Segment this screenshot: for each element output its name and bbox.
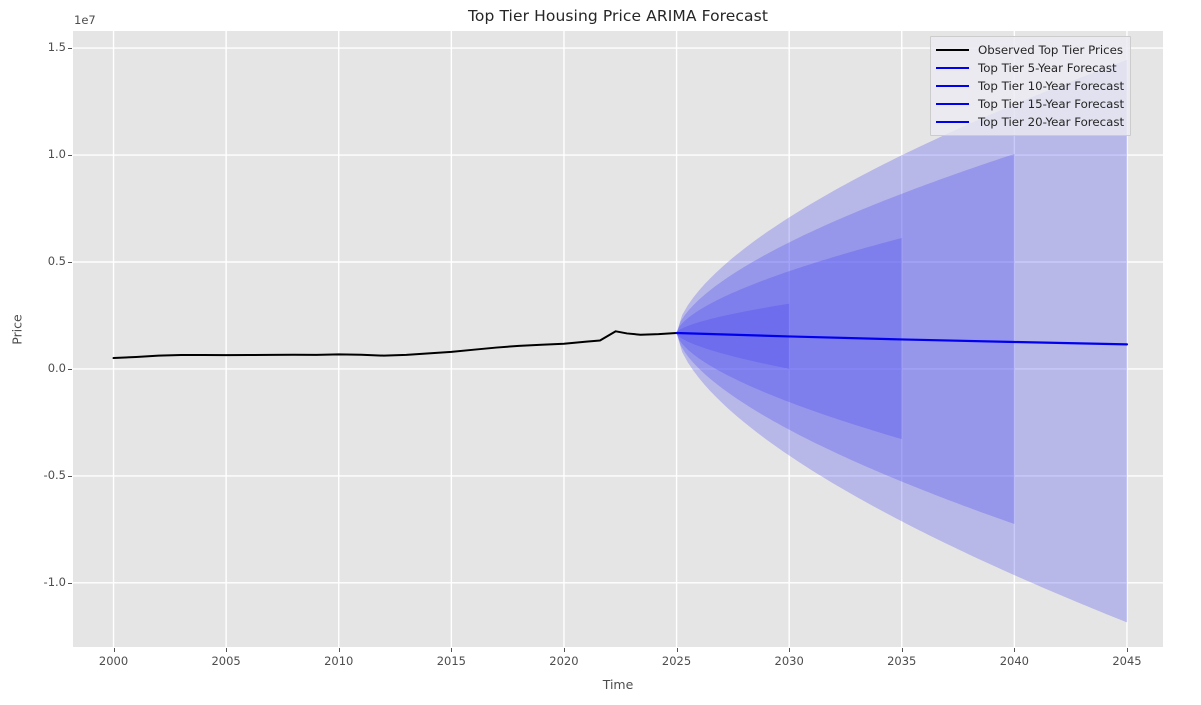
x-tick-mark — [1126, 648, 1128, 652]
x-tick-label: 2015 — [436, 654, 466, 668]
legend-item-label: Observed Top Tier Prices — [978, 43, 1124, 57]
y-tick-label: 1.5 — [47, 40, 66, 55]
y-axis-title: Price — [9, 314, 25, 345]
x-tick-mark — [113, 648, 115, 652]
legend-line-swatch — [936, 85, 969, 87]
y-tick-mark — [68, 48, 72, 50]
legend-item-label: Top Tier 10-Year Forecast — [978, 79, 1125, 93]
legend-item-label: Top Tier 15-Year Forecast — [978, 97, 1125, 111]
y-axis-offset-label: 1e7 — [74, 13, 96, 27]
x-tick-label: 2010 — [324, 654, 354, 668]
legend-line-swatch — [936, 49, 969, 51]
x-tick-mark — [789, 648, 791, 652]
x-tick-mark — [901, 648, 903, 652]
y-tick-mark — [68, 155, 72, 157]
legend-item[interactable]: Top Tier 10-Year Forecast — [936, 77, 1124, 95]
x-tick-label: 2035 — [887, 654, 917, 668]
legend-line-swatch — [936, 121, 969, 123]
legend-item-label: Top Tier 5-Year Forecast — [978, 61, 1117, 75]
chart-legend: Observed Top Tier Prices Top Tier 5-Year … — [930, 36, 1132, 136]
x-axis-title: Time — [602, 677, 634, 692]
x-tick-label: 2045 — [1112, 654, 1142, 668]
y-tick-label: 1.0 — [47, 147, 66, 162]
y-tick-label: 0.5 — [47, 254, 66, 268]
chart-title: Top Tier Housing Price ARIMA Forecast — [467, 7, 769, 25]
x-tick-mark — [563, 648, 565, 652]
y-tick-label: -1.0 — [43, 574, 66, 589]
x-tick-label: 2020 — [549, 654, 579, 668]
y-tick-label: -0.5 — [43, 467, 66, 482]
legend-item[interactable]: Top Tier 20-Year Forecast — [936, 113, 1124, 131]
y-tick-mark — [68, 262, 72, 263]
legend-item[interactable]: Top Tier 15-Year Forecast — [936, 95, 1124, 113]
legend-line-swatch — [936, 103, 969, 105]
x-tick-label: 2005 — [211, 654, 241, 668]
data-lines — [112, 330, 1129, 360]
y-tick-mark — [68, 368, 72, 370]
x-tick-mark — [676, 648, 678, 652]
plot-canvas — [73, 31, 1163, 647]
x-tick-mark — [451, 648, 453, 652]
legend-item[interactable]: Top Tier 5-Year Forecast — [936, 59, 1124, 77]
legend-line-swatch — [936, 67, 969, 69]
y-tick-mark — [68, 475, 72, 477]
x-tick-mark — [226, 648, 228, 652]
y-tick-mark — [68, 582, 72, 584]
x-tick-label: 2025 — [661, 654, 692, 668]
legend-item-label: Top Tier 20-Year Forecast — [978, 115, 1125, 129]
x-tick-mark — [1014, 648, 1016, 652]
x-tick-label: 2030 — [774, 654, 804, 668]
legend-item[interactable]: Observed Top Tier Prices — [936, 41, 1124, 59]
y-tick-label: 0.0 — [47, 360, 66, 375]
x-tick-label: 2000 — [98, 654, 129, 668]
x-tick-mark — [338, 648, 340, 652]
y-axis-ticks: -1.0 -0.5 0.0 0.5 1.0 1.5 — [0, 0, 72, 705]
gridlines — [73, 31, 1163, 647]
x-tick-label: 2040 — [999, 654, 1029, 668]
